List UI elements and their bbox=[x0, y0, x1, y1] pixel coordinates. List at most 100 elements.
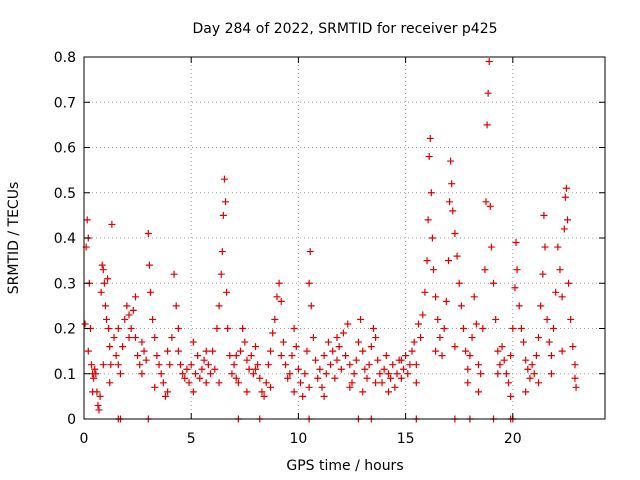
data-point bbox=[404, 370, 412, 378]
data-point bbox=[397, 374, 405, 382]
data-point bbox=[475, 361, 483, 369]
data-point bbox=[258, 388, 266, 396]
y-axis-label: SRMTID / TECUs bbox=[6, 182, 22, 295]
data-point bbox=[399, 365, 407, 373]
data-point bbox=[228, 370, 236, 378]
data-point bbox=[572, 383, 580, 391]
data-point bbox=[312, 356, 320, 364]
data-point bbox=[237, 347, 245, 355]
data-point bbox=[556, 266, 564, 274]
data-point bbox=[106, 379, 114, 387]
data-point bbox=[198, 365, 206, 373]
data-point bbox=[517, 325, 525, 332]
data-point bbox=[552, 288, 560, 296]
data-point bbox=[105, 325, 113, 332]
data-point bbox=[421, 288, 429, 296]
data-point bbox=[125, 334, 133, 342]
data-point bbox=[515, 302, 523, 310]
data-point bbox=[507, 352, 515, 360]
data-point bbox=[219, 211, 227, 219]
data-point bbox=[114, 361, 122, 369]
data-point bbox=[269, 329, 277, 337]
data-point bbox=[183, 365, 191, 373]
data-point bbox=[149, 315, 157, 323]
data-point bbox=[344, 320, 352, 328]
data-point bbox=[387, 374, 395, 382]
data-point bbox=[116, 370, 124, 378]
data-point bbox=[146, 288, 154, 296]
data-point bbox=[316, 365, 324, 373]
data-point bbox=[558, 293, 566, 301]
y-tick-label: 0.1 bbox=[54, 367, 76, 383]
data-point bbox=[359, 347, 367, 355]
data-point bbox=[294, 365, 302, 373]
data-point bbox=[279, 338, 287, 346]
data-point bbox=[436, 334, 444, 342]
data-point bbox=[449, 207, 457, 215]
data-point bbox=[440, 325, 448, 332]
data-point bbox=[562, 184, 570, 192]
data-point bbox=[170, 270, 178, 278]
data-point bbox=[243, 388, 251, 396]
data-point bbox=[466, 352, 474, 360]
data-point bbox=[234, 379, 242, 387]
data-point bbox=[348, 379, 356, 387]
data-point bbox=[412, 361, 420, 369]
data-point bbox=[324, 338, 332, 346]
data-point bbox=[209, 347, 217, 355]
data-point bbox=[211, 365, 219, 373]
data-point bbox=[264, 361, 272, 369]
data-point bbox=[106, 343, 114, 351]
axis-ticks bbox=[83, 56, 605, 420]
data-point bbox=[365, 361, 373, 369]
data-point bbox=[486, 202, 494, 210]
data-point bbox=[354, 338, 362, 346]
data-point bbox=[526, 374, 534, 382]
data-point bbox=[107, 361, 115, 369]
data-point bbox=[372, 334, 380, 342]
data-point bbox=[451, 229, 459, 237]
data-point bbox=[142, 356, 150, 364]
data-point bbox=[174, 325, 182, 332]
data-point bbox=[284, 374, 292, 382]
data-point bbox=[140, 347, 148, 355]
data-point bbox=[202, 347, 210, 355]
data-point bbox=[453, 252, 461, 260]
data-point bbox=[434, 315, 442, 323]
data-point bbox=[540, 211, 548, 219]
data-point bbox=[282, 361, 290, 369]
data-point bbox=[153, 352, 161, 360]
data-point bbox=[457, 302, 465, 310]
data-point bbox=[571, 361, 579, 369]
data-point bbox=[363, 374, 371, 382]
data-point bbox=[134, 352, 142, 360]
data-point bbox=[226, 352, 234, 360]
data-point bbox=[339, 329, 347, 337]
data-point bbox=[382, 352, 390, 360]
data-point bbox=[97, 288, 105, 296]
data-point bbox=[500, 356, 508, 364]
data-point bbox=[121, 315, 129, 323]
data-point bbox=[502, 370, 510, 378]
data-point bbox=[487, 243, 495, 251]
data-point bbox=[297, 379, 305, 387]
data-point bbox=[438, 352, 446, 360]
data-point bbox=[524, 365, 532, 373]
data-point bbox=[277, 352, 285, 360]
data-point bbox=[224, 325, 232, 332]
data-point bbox=[217, 270, 225, 278]
data-point bbox=[477, 370, 485, 378]
data-point bbox=[447, 157, 455, 165]
data-point bbox=[333, 334, 341, 342]
data-point bbox=[138, 370, 146, 378]
data-point bbox=[494, 370, 502, 378]
data-point bbox=[108, 220, 116, 228]
data-point bbox=[290, 325, 298, 332]
data-point bbox=[322, 370, 330, 378]
data-point bbox=[151, 383, 159, 391]
data-point bbox=[397, 356, 405, 364]
data-point bbox=[442, 297, 450, 305]
data-point bbox=[550, 325, 558, 332]
data-point bbox=[187, 361, 195, 369]
